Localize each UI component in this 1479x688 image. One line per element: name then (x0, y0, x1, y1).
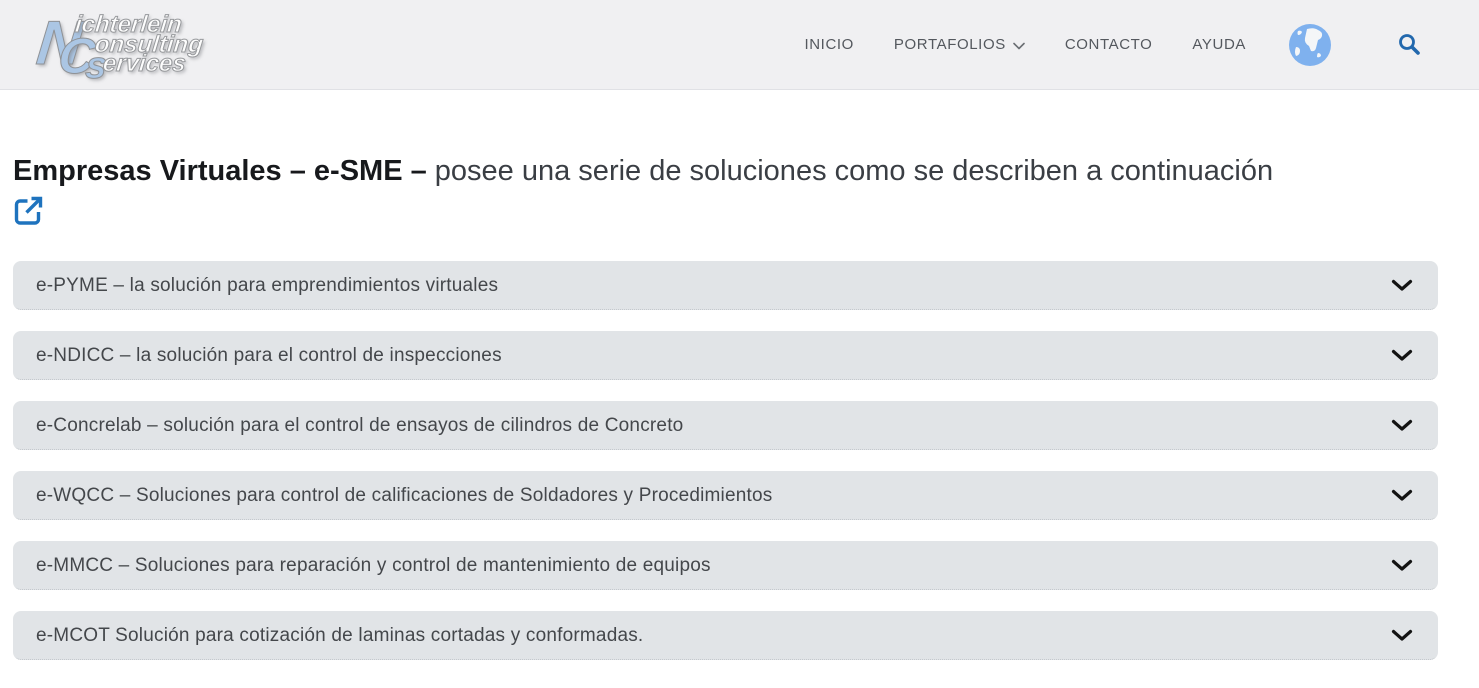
nav-item-portafolios[interactable]: PORTAFOLIOS (894, 36, 1025, 53)
main-content: Empresas Virtuales – e-SME – posee una s… (0, 90, 1479, 660)
chevron-down-icon (1391, 279, 1413, 292)
search-icon[interactable] (1394, 30, 1424, 60)
nav-item-label: PORTAFOLIOS (893, 36, 1006, 53)
brand-logo[interactable]: N C s ichterlein onsulting ervices (33, 8, 240, 87)
chevron-down-icon (1391, 419, 1413, 432)
accordion-e-mcot[interactable]: e-MCOT Solución para cotización de lamin… (13, 611, 1438, 660)
external-link-icon[interactable] (13, 196, 43, 226)
accordion-e-concrelab[interactable]: e-Concrelab – solución para el control d… (13, 401, 1438, 450)
accordion-e-pyme[interactable]: e-PYME – la solución para emprendimiento… (13, 261, 1438, 310)
nav-item-label: INICIO (804, 36, 854, 53)
accordion-list: e-PYME – la solución para emprendimiento… (13, 261, 1438, 660)
chevron-down-icon (1391, 489, 1413, 502)
accordion-label: e-Concrelab – solución para el control d… (36, 414, 684, 436)
page-title-bold: Empresas Virtuales – e-SME – (13, 155, 427, 187)
page-title: Empresas Virtuales – e-SME – posee una s… (13, 152, 1438, 190)
chevron-down-icon (1391, 559, 1413, 572)
accordion-label: e-PYME – la solución para emprendimiento… (36, 274, 499, 296)
site-header: N C s ichterlein onsulting ervices INICI… (0, 0, 1479, 90)
accordion-label: e-MCOT Solución para cotización de lamin… (36, 624, 644, 646)
logo-word-3: ervices (101, 49, 188, 77)
nav-item-contacto[interactable]: CONTACTO (1065, 36, 1153, 53)
nav-item-label: CONTACTO (1064, 36, 1153, 53)
accordion-e-ndicc[interactable]: e-NDICC – la solución para el control de… (13, 331, 1438, 380)
accordion-label: e-WQCC – Soluciones para control de cali… (36, 484, 773, 506)
chevron-down-icon (1391, 629, 1413, 642)
accordion-label: e-NDICC – la solución para el control de… (36, 344, 502, 366)
header-right: INICIO PORTAFOLIOS CONTACTO AYUDA (804, 23, 1424, 67)
globe-icon[interactable] (1288, 23, 1332, 67)
accordion-e-wqcc[interactable]: e-WQCC – Soluciones para control de cali… (13, 471, 1438, 520)
page-title-light: posee una serie de soluciones como se de… (434, 155, 1274, 187)
main-nav: INICIO PORTAFOLIOS CONTACTO AYUDA (804, 36, 1246, 53)
accordion-e-mmcc[interactable]: e-MMCC – Soluciones para reparación y co… (13, 541, 1438, 590)
chevron-down-icon (1013, 42, 1025, 50)
nav-item-ayuda[interactable]: AYUDA (1192, 36, 1246, 53)
chevron-down-icon (1391, 349, 1413, 362)
nav-item-inicio[interactable]: INICIO (804, 36, 853, 53)
accordion-label: e-MMCC – Soluciones para reparación y co… (36, 554, 711, 576)
nav-item-label: AYUDA (1192, 36, 1246, 53)
